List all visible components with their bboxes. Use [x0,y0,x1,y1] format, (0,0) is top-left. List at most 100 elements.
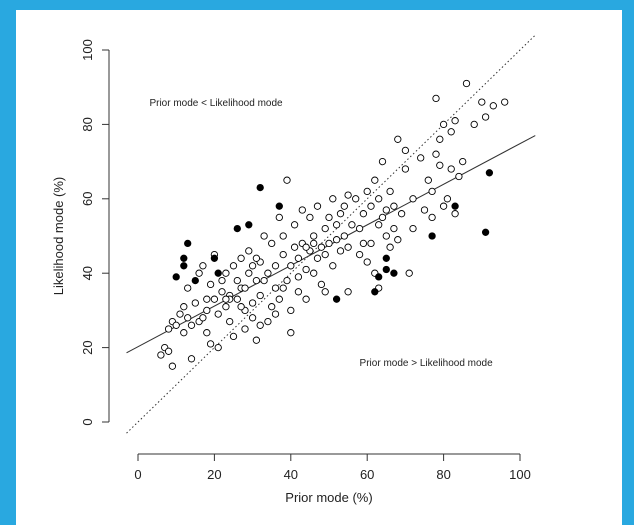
axes: 0 20 40 60 80 100 0 20 40 60 80 100 [80,39,531,482]
data-point-open [397,210,406,218]
data-point-filled [451,202,459,210]
data-point-open [222,295,230,303]
data-point-open [199,314,207,322]
scatter-chart: 0 20 40 60 80 100 0 20 40 60 80 100 Prior mode < Li… [51,34,536,505]
data-point-open [256,321,264,329]
x-tick-label: 100 [509,467,531,482]
data-point-open [367,239,375,248]
data-point-open [332,236,341,244]
data-point-filled [428,232,436,240]
data-point-open [367,202,375,210]
data-point-open [264,269,272,277]
data-point-open [470,120,478,129]
data-point-open [275,213,283,222]
data-point-open [417,154,425,162]
data-point-open [164,325,173,333]
data-point-open [401,165,410,173]
data-point-open [248,262,257,270]
data-point-open [302,295,310,303]
data-point-open [252,254,261,262]
data-point-open [233,295,241,303]
data-point-open [218,276,226,285]
data-point-open [436,161,444,169]
data-point-open [294,254,303,262]
data-point-open [439,120,448,129]
y-axis-label: Likelihood mode (%) [51,177,66,296]
data-point-open [229,262,238,270]
data-point-open [428,213,436,222]
data-point-open [321,288,329,296]
annotation-upper: Prior mode < Likelihood mode [149,98,283,109]
data-point-open [359,210,368,218]
data-point-open [271,284,280,292]
data-point-open [409,224,417,233]
data-point-filled [233,224,241,233]
annotation-lower: Prior mode > Likelihood mode [360,358,494,369]
data-point-open [184,314,192,322]
data-point-open [214,310,222,318]
data-point-open [260,232,268,240]
data-point-open [317,280,326,289]
data-point-open [382,232,390,240]
data-point-open [375,195,383,203]
data-point-filled [191,276,199,285]
data-point-open [187,321,196,329]
data-point-open [409,195,417,203]
data-point-open [332,221,341,229]
y-tick-label: 60 [80,192,95,206]
data-point-open [436,135,444,143]
data-point-open [271,310,280,318]
data-point-open [237,254,245,262]
data-point-open [252,336,261,344]
data-point-open [481,113,490,121]
data-point-open [294,288,303,296]
data-point-open [222,269,230,277]
data-point-open [501,98,509,106]
data-point-open [336,210,345,218]
data-point-open [390,224,398,233]
data-point-open [279,284,287,292]
data-point-open [352,195,360,203]
data-point-open [264,317,272,326]
data-point-open [248,314,257,322]
data-point-open [306,213,314,222]
x-tick-label: 40 [284,467,298,482]
data-point-open [287,262,295,270]
y-tick-label: 40 [80,266,95,280]
data-point-open [203,306,211,315]
data-point-open [206,340,215,348]
data-point-open [428,187,436,196]
data-point-open [329,262,337,270]
data-point-open [344,243,352,251]
data-point-open [218,288,226,296]
data-point-open [363,187,371,196]
data-point-open [371,176,379,184]
data-point-open [378,213,387,222]
data-point-open [459,157,467,166]
data-point-open [390,202,398,210]
data-point-filled [214,269,222,277]
data-point-open [245,247,253,255]
data-point-filled [180,262,188,270]
data-point-open [420,206,429,214]
data-point-open [206,280,215,289]
data-point-open [489,102,497,110]
x-axis-label: Prior mode (%) [285,490,372,505]
data-point-open [344,191,352,199]
data-point-open [355,250,364,259]
data-point-open [241,325,249,333]
data-point-open [279,250,287,259]
data-point-open [195,269,203,277]
data-point-open [394,135,402,143]
data-point-filled [172,273,180,281]
data-point-open [252,276,261,285]
data-point-open [290,221,299,229]
data-point-open [260,276,268,285]
data-point-open [187,355,196,363]
data-point-open [424,176,432,184]
data-point-open [222,303,230,311]
x-tick-label: 20 [207,467,221,482]
data-point-filled [390,269,398,277]
data-point-open [313,202,322,210]
data-point-filled [485,169,494,177]
